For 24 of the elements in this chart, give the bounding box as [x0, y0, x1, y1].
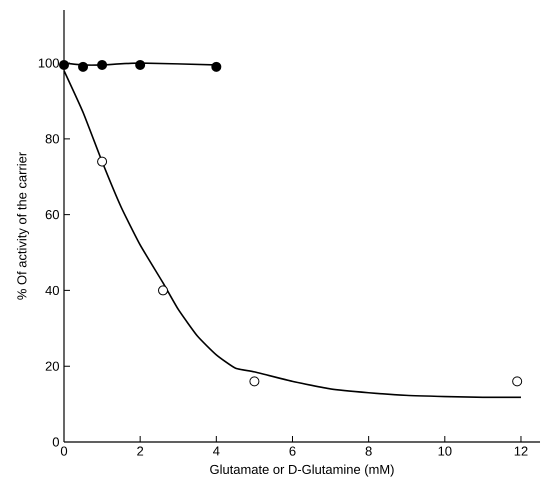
- y-tick-label: 20: [46, 362, 59, 371]
- y-tick-label: 100: [38, 58, 59, 68]
- y-tick-label: 40: [45, 286, 59, 295]
- x-tick-label: 12: [514, 446, 528, 456]
- point: [158, 285, 168, 296]
- x-tick-label: 4: [213, 446, 220, 456]
- x-tick-label: 6: [290, 446, 296, 456]
- x-tick-label: 8: [366, 446, 372, 456]
- point: [135, 60, 146, 70]
- y-tick-label: 80: [46, 134, 59, 144]
- x-tick-label: 10: [438, 446, 452, 456]
- point: [59, 60, 69, 70]
- x-tick-label: 0: [60, 446, 68, 456]
- x-tick-label: 2: [137, 446, 144, 456]
- point: [211, 62, 222, 72]
- point: [78, 62, 88, 72]
- point: [97, 60, 108, 70]
- point: [249, 376, 260, 386]
- point: [97, 156, 108, 167]
- y-axis-title: % Of activity of the carrier: [16, 152, 30, 300]
- y-tick-label: 60: [46, 210, 59, 220]
- x-axis-title: Glutamate or D-Glutamine (mM): [210, 464, 394, 477]
- point: [512, 376, 522, 386]
- y-tick-label: 0: [52, 437, 59, 447]
